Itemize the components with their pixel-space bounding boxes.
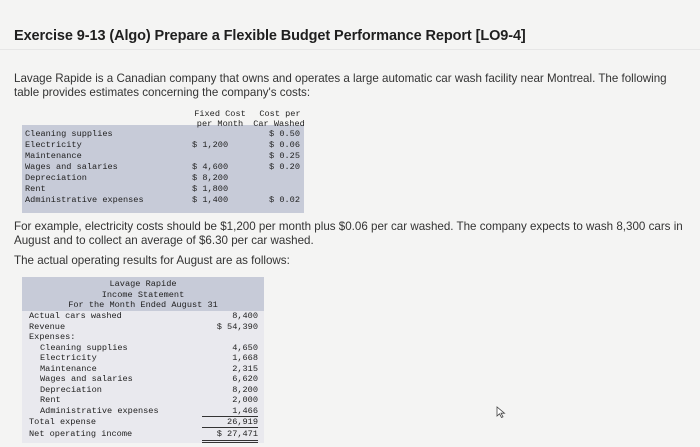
cost-row-label: Maintenance [25,151,82,161]
header-var-line1: Cost per [259,109,301,119]
statement-period: For the Month Ended August 31 [68,300,218,310]
cost-table-shading [22,125,304,213]
cars-washed-value: 8,400 [232,311,258,321]
header-var-line2: Car Washed [253,119,305,129]
exercise-title: Exercise 9-13 (Algo) Prepare a Flexible … [14,28,526,44]
cost-row-label: Electricity [25,140,82,150]
cost-row-fixed: $ 1,200 [192,140,229,150]
expenses-label: Expenses: [29,332,76,342]
company-name: Lavage Rapide [109,279,177,289]
actual-results-intro: The actual operating results for August … [14,254,290,267]
expense-label: Maintenance [40,363,97,374]
expense-label: Wages and salaries [40,374,133,384]
cost-row: Rent $ 1,800 [22,184,310,195]
cost-row-label: Administrative expenses [25,195,144,205]
expense-label: Rent [40,395,61,405]
cost-row-variable: $ 0.06 [269,140,300,150]
expense-value: 1,466 [202,406,258,417]
expense-label: Administrative expenses [40,405,159,416]
mouse-cursor-icon [496,406,506,418]
cost-row-fixed: $ 4,600 [192,162,229,172]
revenue-value: $ 54,390 [216,321,258,332]
header-fixed-line2: per Month [196,119,244,129]
cars-washed-label: Actual cars washed [29,311,122,321]
cost-row-variable: $ 0.25 [269,151,300,161]
expense-value: 4,650 [232,342,258,353]
total-expense-label: Total expense [29,416,97,427]
cost-row-label: Rent [25,184,46,194]
expense-label: Cleaning supplies [40,342,128,353]
cost-row-variable: $ 0.50 [269,129,300,139]
cost-row-fixed: $ 1,400 [192,195,229,205]
header-fixed-line1: Fixed Cost [194,109,246,119]
cost-row: Electricity $ 1,200 $ 0.06 [22,140,310,151]
cost-row-label: Cleaning supplies [25,129,113,139]
expense-label: Electricity [40,353,97,363]
revenue-label: Revenue [29,321,66,332]
example-paragraph: For example, electricity costs should be… [14,220,683,247]
statement-name: Income Statement [101,289,185,300]
cost-row: Depreciation $ 8,200 [22,173,310,184]
expense-value: 2,315 [232,363,258,374]
cost-row-variable: $ 0.02 [269,195,300,205]
expense-value: 2,000 [232,395,258,405]
net-income-value: $ 27,471 [202,429,258,443]
cost-row: Administrative expenses $ 1,400 $ 0.02 [22,195,310,206]
expense-value: 8,200 [232,384,258,395]
cost-row: Cleaning supplies $ 0.50 [22,129,310,140]
cost-row-label: Depreciation [25,173,87,183]
net-income-label: Net operating income [29,429,133,439]
expense-value: 6,620 [232,374,258,384]
intro-paragraph: Lavage Rapide is a Canadian company that… [14,72,667,99]
cost-row: Wages and salaries $ 4,600 $ 0.20 [22,162,310,173]
expense-label: Depreciation [40,384,102,395]
cost-row-fixed: $ 8,200 [192,173,229,183]
expense-value: 1,668 [232,353,258,363]
cost-row-label: Wages and salaries [25,162,118,172]
title-divider [0,49,700,50]
cost-row-variable: $ 0.20 [269,162,300,172]
cost-row: Maintenance $ 0.25 [22,151,310,162]
income-body-shading [22,311,264,443]
income-header-shading [22,277,264,311]
cost-row-fixed: $ 1,800 [192,184,229,194]
total-expense-value: 26,919 [202,417,258,428]
